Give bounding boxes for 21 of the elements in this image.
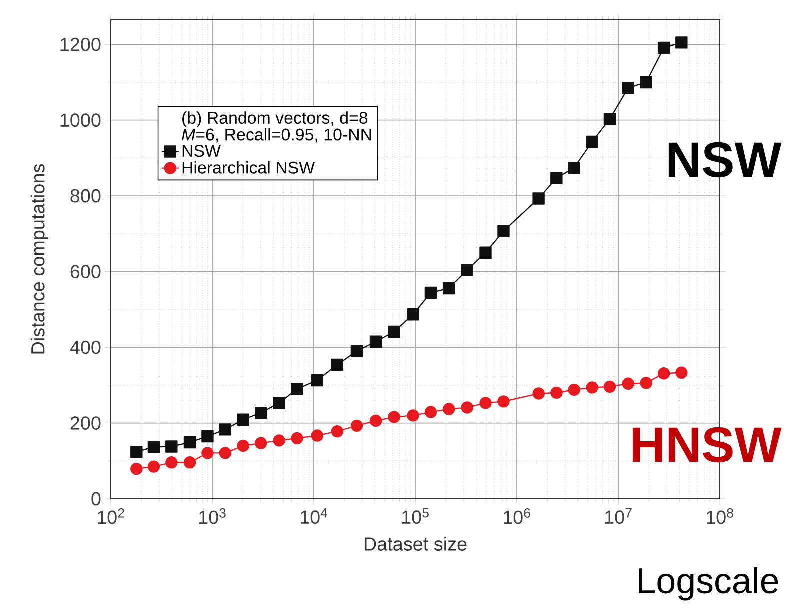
- y-tick-label: 600: [70, 265, 101, 279]
- legend-label: Hierarchical NSW: [182, 161, 316, 174]
- x-tick-label: 10$^{8}$: [706, 508, 734, 524]
- text: (b) Random vectors, d=8: [182, 112, 368, 128]
- text: Logscale: [639, 567, 778, 601]
- y-tick-label: 800: [70, 189, 101, 203]
- x-tick-label: 10$^{3}$: [199, 508, 226, 524]
- y-tick-label: 0: [92, 492, 101, 506]
- x-tick-label: 10$^{4}$: [300, 508, 328, 524]
- text: M=6, Recall=0.95, 10-NN: [182, 128, 372, 143]
- x-tick-label: 10$^{2}$: [98, 508, 124, 524]
- y-tick-label: 200: [70, 416, 101, 430]
- y-tick-label: 1200: [60, 38, 101, 52]
- y-tick-label: 400: [70, 340, 101, 354]
- x-tick-label: 10$^{5}$: [402, 508, 429, 524]
- x-tick-label: 10$^{7}$: [605, 508, 632, 524]
- y-tick-label: 1000: [60, 114, 101, 128]
- x-axis-title: Dataset size: [364, 537, 467, 551]
- legend-label: NSW: [182, 145, 221, 158]
- y-axis-title: Distance computations: [30, 164, 49, 354]
- x-tick-label: 10$^{6}$: [504, 508, 530, 524]
